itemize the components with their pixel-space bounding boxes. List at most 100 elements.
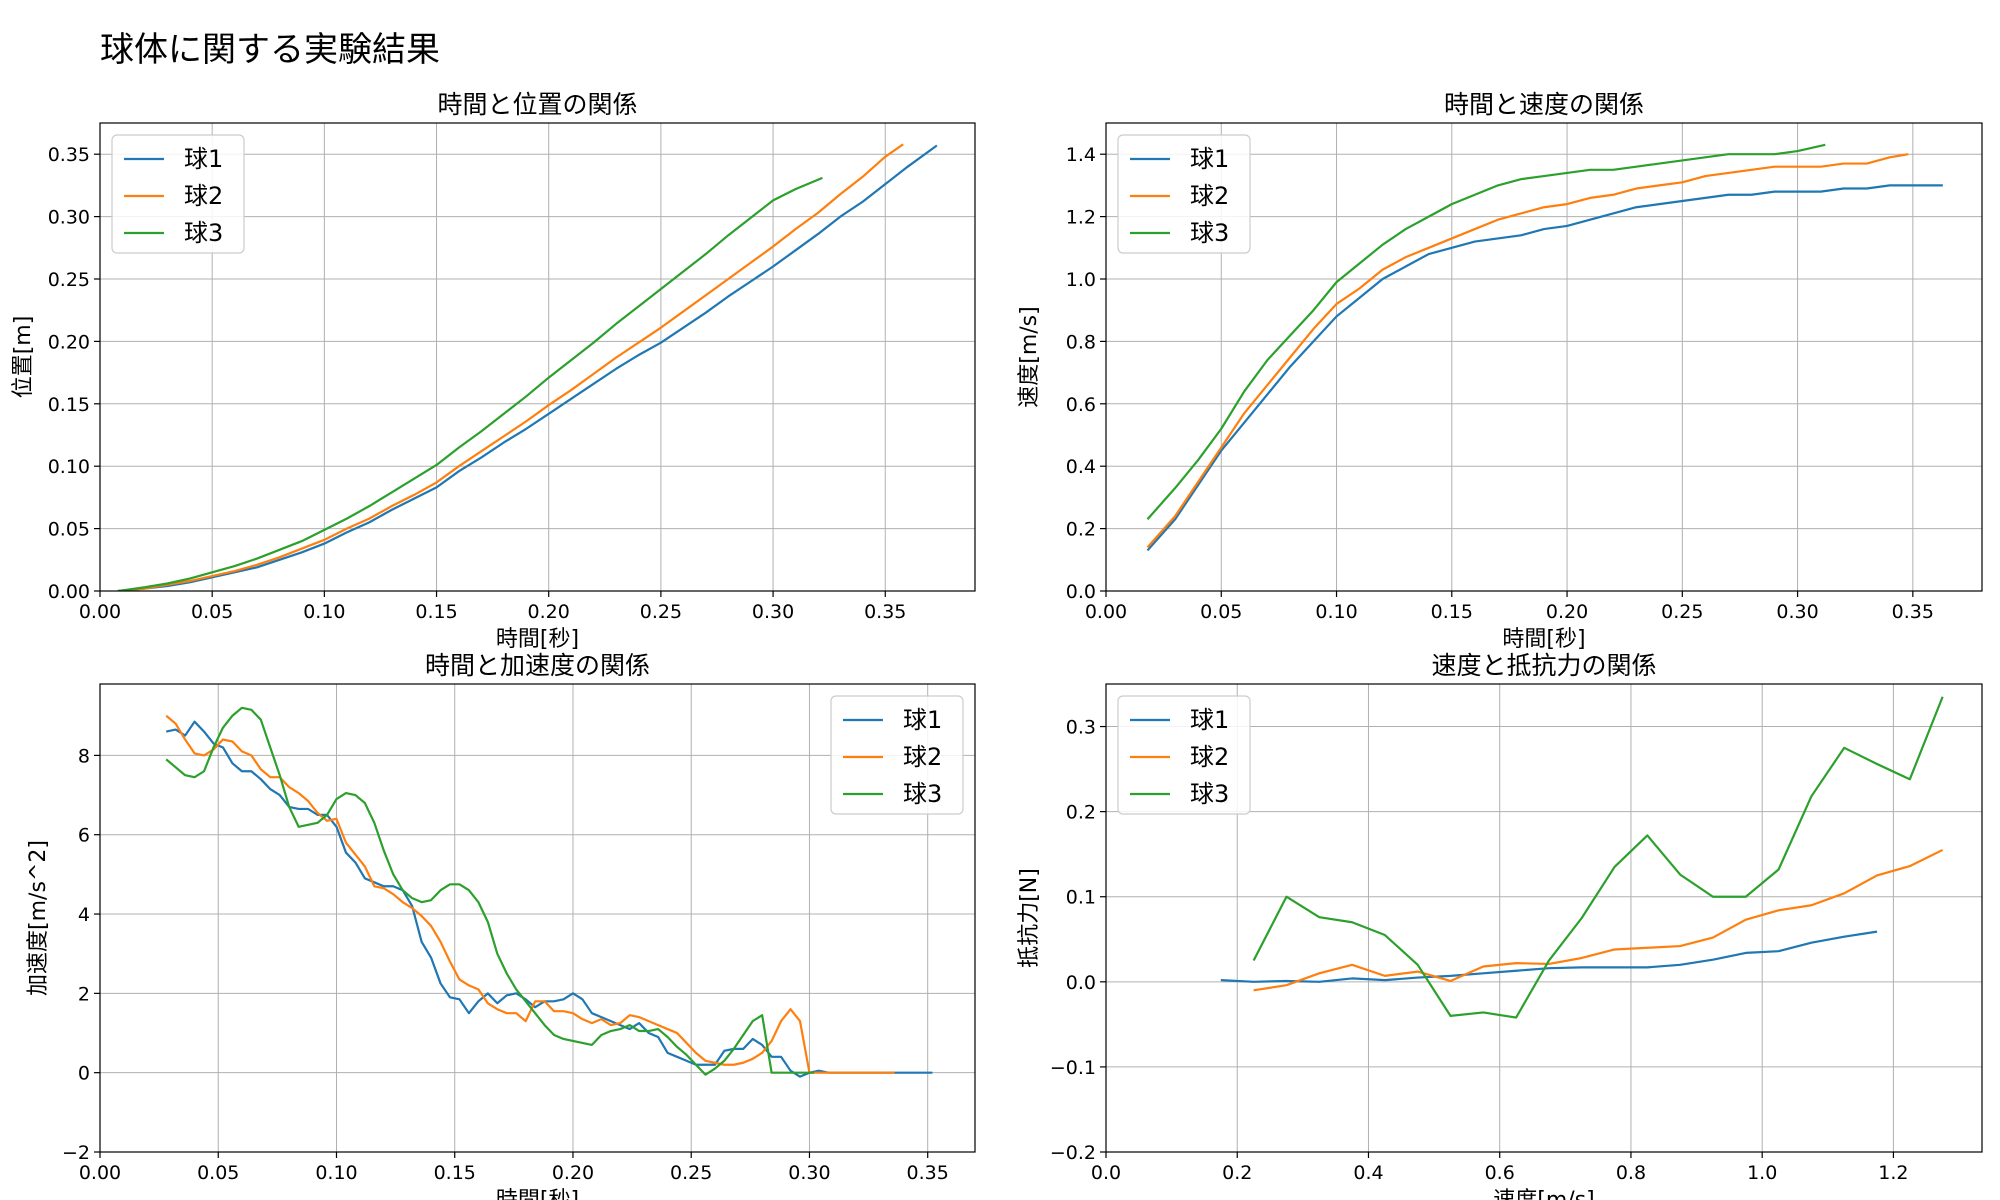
y-tick-label: 0.15 [48, 394, 90, 416]
x-tick-label: 0.35 [907, 1162, 949, 1184]
legend-label-1: 球1 [184, 145, 223, 173]
series-lines [165, 706, 933, 1078]
chart-title: 時間と速度の関係 [1444, 90, 1644, 119]
plot-frame [99, 683, 976, 1153]
plot-frame [1105, 683, 1983, 1153]
position-chart: 0.00 0.05 0.10 0.15 0.20 0.25 0.30 0.35 0.00 0.05… [11, 90, 976, 652]
y-axis-label: 位置[m] [11, 316, 36, 399]
legend-label-2: 球2 [1190, 182, 1229, 210]
y-axis-label: 加速度[m/s^2] [26, 840, 51, 996]
series-line-1 [1146, 184, 1943, 552]
series-line-2 [1253, 848, 1944, 992]
y-tick-label: 0.2 [1066, 802, 1096, 824]
x-tick-label: 0.25 [640, 601, 682, 623]
y-tick-label: −2 [62, 1142, 90, 1164]
series-line-1 [1220, 930, 1878, 983]
x-tick-label: 1.2 [1878, 1162, 1908, 1184]
x-tick-label: 0.2 [1222, 1162, 1252, 1184]
y-tick-label: 4 [78, 904, 90, 926]
legend: 球1 球2 球3 [1117, 695, 1251, 815]
series-line-3 [165, 706, 815, 1076]
x-tick-label: 0.05 [191, 601, 233, 623]
x-tick-label: 0.30 [788, 1162, 830, 1184]
figure-title: 球体に関する実験結果 [100, 30, 440, 70]
x-tick-label: 0.20 [528, 601, 570, 623]
legend-box [111, 134, 245, 254]
series-line-3 [117, 176, 823, 591]
series-lines [1146, 143, 1943, 552]
series-line-2 [117, 143, 904, 591]
y-tick-label: −0.2 [1050, 1142, 1096, 1164]
y-axis-label: 速度[m/s] [1017, 306, 1042, 407]
x-tick-label: 0.8 [1616, 1162, 1646, 1184]
x-tick-label: 0.00 [79, 1162, 121, 1184]
series-line-2 [1146, 153, 1909, 549]
legend-label-2: 球2 [1190, 743, 1229, 771]
x-tick-label: 0.0 [1091, 1162, 1121, 1184]
x-tick-label: 1.0 [1747, 1162, 1777, 1184]
x-tick-label: 0.30 [1776, 601, 1818, 623]
x-tick-label: 0.15 [434, 1162, 476, 1184]
y-tick-label: 1.2 [1066, 207, 1096, 229]
drag-force-chart: 0.0 0.2 0.4 0.6 0.8 1.0 1.2 −0.2 −0.1 0.0 0.1 0.2 0.… [1017, 651, 1983, 1200]
x-tick-label: 0.00 [1085, 601, 1127, 623]
series-line-2 [165, 714, 895, 1074]
x-tick-label: 0.15 [415, 601, 457, 623]
y-tick-label: 0.6 [1066, 394, 1096, 416]
x-tick-label: 0.20 [552, 1162, 594, 1184]
legend-label-1: 球1 [1190, 706, 1229, 734]
plot-frame [99, 122, 976, 592]
chart-title: 時間と位置の関係 [437, 90, 637, 119]
legend-box [830, 695, 964, 815]
y-tick-label: 0.8 [1066, 331, 1096, 353]
legend-label-3: 球3 [903, 780, 942, 808]
x-tick-label: 0.25 [670, 1162, 712, 1184]
x-axis-label: 時間[秒] [496, 1188, 579, 1200]
legend-label-1: 球1 [1190, 145, 1229, 173]
y-tick-label: 0.3 [1066, 717, 1096, 739]
y-tick-label: 8 [78, 745, 90, 767]
y-tick-label: 0.00 [48, 581, 90, 603]
x-tick-label: 0.10 [315, 1162, 357, 1184]
legend: 球1 球2 球3 [830, 695, 964, 815]
chart-title: 速度と抵抗力の関係 [1431, 651, 1656, 680]
y-tick-label: 0.1 [1066, 887, 1096, 909]
x-tick-label: 0.30 [752, 601, 794, 623]
y-tick-label: 0 [78, 1063, 90, 1085]
series-lines [117, 143, 938, 591]
y-tick-label: 0.0 [1066, 972, 1096, 994]
y-tick-label: 1.0 [1066, 269, 1096, 291]
legend-label-2: 球2 [184, 182, 223, 210]
x-tick-label: 0.6 [1485, 1162, 1515, 1184]
y-tick-label: 0.2 [1066, 519, 1096, 541]
y-tick-label: 0.30 [48, 207, 90, 229]
x-tick-label: 0.10 [1315, 601, 1357, 623]
y-tick-label: −0.1 [1050, 1057, 1096, 1079]
velocity-chart: 0.00 0.05 0.10 0.15 0.20 0.25 0.30 0.35 0.0 0.2 0.… [1017, 90, 1983, 652]
y-tick-label: 0.25 [48, 269, 90, 291]
chart-title: 時間と加速度の関係 [425, 651, 650, 680]
legend: 球1 球2 球3 [1117, 134, 1251, 254]
y-tick-label: 0.20 [48, 331, 90, 353]
acceleration-chart: 0.00 0.05 0.10 0.15 0.20 0.25 0.30 0.35 −2 0 2 4 6 8 時… [26, 651, 976, 1200]
y-tick-label: 1.4 [1066, 144, 1096, 166]
x-tick-label: 0.4 [1353, 1162, 1383, 1184]
legend: 球1 球2 球3 [111, 134, 245, 254]
x-tick-label: 0.35 [1892, 601, 1934, 623]
y-axis-label: 抵抗力[N] [1017, 868, 1042, 968]
y-tick-label: 6 [78, 825, 90, 847]
x-tick-label: 0.15 [1431, 601, 1473, 623]
series-line-3 [1146, 143, 1826, 520]
x-tick-label: 0.35 [864, 601, 906, 623]
series-line-3 [1252, 696, 1944, 1019]
plot-frame [1105, 122, 1983, 592]
legend-label-3: 球3 [1190, 780, 1229, 808]
legend-box [1117, 134, 1251, 254]
series-line-1 [117, 144, 938, 591]
x-axis-label: 速度[m/s] [1493, 1188, 1594, 1200]
y-tick-label: 0.35 [48, 144, 90, 166]
x-axis-label: 時間[秒] [496, 627, 579, 652]
series-line-1 [165, 720, 933, 1078]
y-tick-label: 0.05 [48, 519, 90, 541]
